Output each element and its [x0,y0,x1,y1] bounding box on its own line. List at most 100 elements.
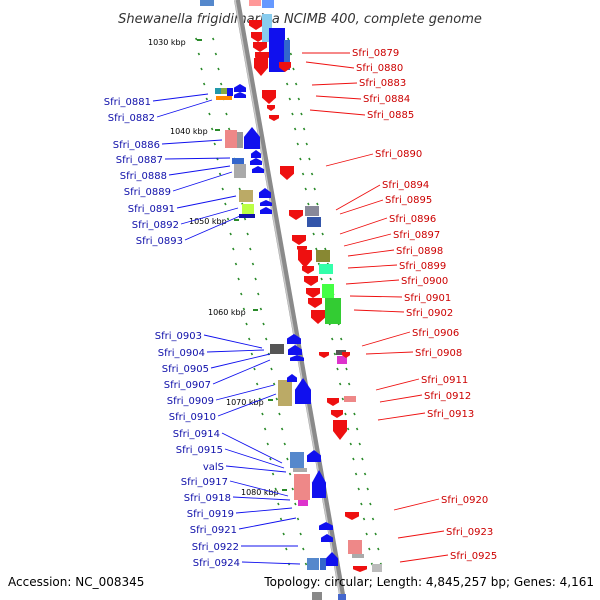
gene-label[interactable]: Sfri_0886 [113,140,160,151]
gene-label[interactable]: Sfri_0891 [128,204,175,215]
reverse-gene-arrow [321,534,333,542]
tick-dot [245,322,248,326]
gene-label[interactable]: Sfri_0884 [363,94,410,105]
leader-line [176,195,237,209]
kbp-label-1030: 1030 kbp [148,38,186,47]
reverse-gene-arrow [295,378,311,404]
tick-dot [354,472,358,476]
gene-label[interactable]: Sfri_0913 [427,409,474,420]
leader-line [339,199,384,215]
gene-label[interactable]: Sfri_0917 [181,477,228,488]
tick-dot [277,502,280,506]
leader-line [229,480,289,497]
gene-label[interactable]: Sfri_0885 [367,110,414,121]
gene-box [278,380,292,406]
leader-line [305,61,355,69]
leader-line [180,207,239,225]
gene-label[interactable]: Sfri_0898 [396,246,443,257]
leader-line [168,165,231,176]
tick-dot [368,547,371,551]
gene-box [322,284,334,298]
gene-label[interactable]: Sfri_0908 [415,348,462,359]
leader-line [232,496,291,501]
tick-dot [253,367,256,371]
gene-label[interactable]: Sfri_0918 [184,493,231,504]
leader-line [365,351,414,355]
gene-label[interactable]: Sfri_0888 [120,171,167,182]
gene-label[interactable]: Sfri_0919 [187,509,234,520]
tick-dot [251,262,255,266]
tick-dot [194,37,198,41]
forward-gene-arrow [306,288,320,298]
tick-dot [294,502,297,506]
forward-gene-arrow [302,266,314,274]
gene-box [225,130,237,148]
gene-label[interactable]: Sfri_0883 [359,78,406,89]
gene-label[interactable]: Sfri_0901 [404,293,451,304]
gene-label[interactable]: Sfri_0897 [393,230,440,241]
gene-box [216,96,232,100]
leader-line [397,530,445,539]
gene-label[interactable]: Sfri_0887 [116,155,163,166]
gene-label[interactable]: Sfri_0895 [385,195,432,206]
leader-line [375,378,420,391]
gene-label[interactable]: Sfri_0899 [399,261,446,272]
gene-label[interactable]: Sfri_0896 [389,214,436,225]
tick-dot [202,82,206,86]
gene-label[interactable]: Sfri_0925 [450,551,497,562]
leader-line [335,184,381,211]
gene-label[interactable]: Sfri_0912 [424,391,471,402]
tick-dot [254,277,257,281]
gene-label[interactable]: Sfri_0921 [190,525,237,536]
tick-dot [289,52,293,56]
forward-gene-arrow [249,20,263,30]
forward-gene-arrow [262,90,276,104]
tick-dot [208,112,211,116]
gene-label[interactable]: valS [203,462,224,473]
gene-label[interactable]: Sfri_0923 [446,527,493,538]
gene-label[interactable]: Sfri_0910 [169,412,216,423]
tick-dot [307,202,310,206]
leader-line [241,561,301,565]
tick-dot [218,172,222,176]
gene-label[interactable]: Sfri_0905 [162,364,209,375]
gene-box [262,0,274,8]
gene-label[interactable]: Sfri_0911 [421,375,468,386]
forward-gene-arrow [342,352,350,358]
tick-dot [299,532,302,536]
tick-dot [329,277,332,281]
leader-line [238,517,297,530]
tick-dot [213,142,216,146]
gene-label[interactable]: Sfri_0882 [108,113,155,124]
gene-label[interactable]: Sfri_0880 [356,63,403,74]
gene-label[interactable]: Sfri_0909 [167,396,214,407]
gene-label[interactable]: Sfri_0907 [164,380,211,391]
gene-label[interactable]: Sfri_0879 [352,48,399,59]
gene-label[interactable]: Sfri_0900 [401,276,448,287]
gene-label[interactable]: Sfri_0915 [176,445,223,456]
gene-box [305,206,319,216]
accession-text: Accession: NC_008345 [8,575,144,589]
gene-label[interactable]: Sfri_0922 [192,542,239,553]
leader-line [221,432,283,464]
tick-dot [263,427,267,431]
tick-dot [304,187,307,191]
gene-label[interactable]: Sfri_0881 [104,97,151,108]
gene-label[interactable]: Sfri_0914 [173,429,220,440]
gene-label[interactable]: Sfri_0894 [382,180,429,191]
gene-label[interactable]: Sfri_0904 [158,348,205,359]
tick-dot [266,442,269,446]
leader-line [225,465,287,473]
gene-label[interactable]: Sfri_0924 [193,558,240,569]
gene-label[interactable]: Sfri_0920 [441,495,488,506]
gene-label[interactable]: Sfri_0889 [124,187,171,198]
gene-label[interactable]: Sfri_0892 [132,220,179,231]
gene-label[interactable]: Sfri_0902 [406,308,453,319]
gene-label[interactable]: Sfri_0890 [375,149,422,160]
gene-label[interactable]: Sfri_0903 [155,331,202,342]
tick-dot [270,367,273,371]
gene-label[interactable]: Sfri_0893 [136,236,183,247]
gene-label[interactable]: Sfri_0906 [412,328,459,339]
tick-dot [227,127,231,131]
kbp-label-1070: 1070 kbp [226,398,264,407]
